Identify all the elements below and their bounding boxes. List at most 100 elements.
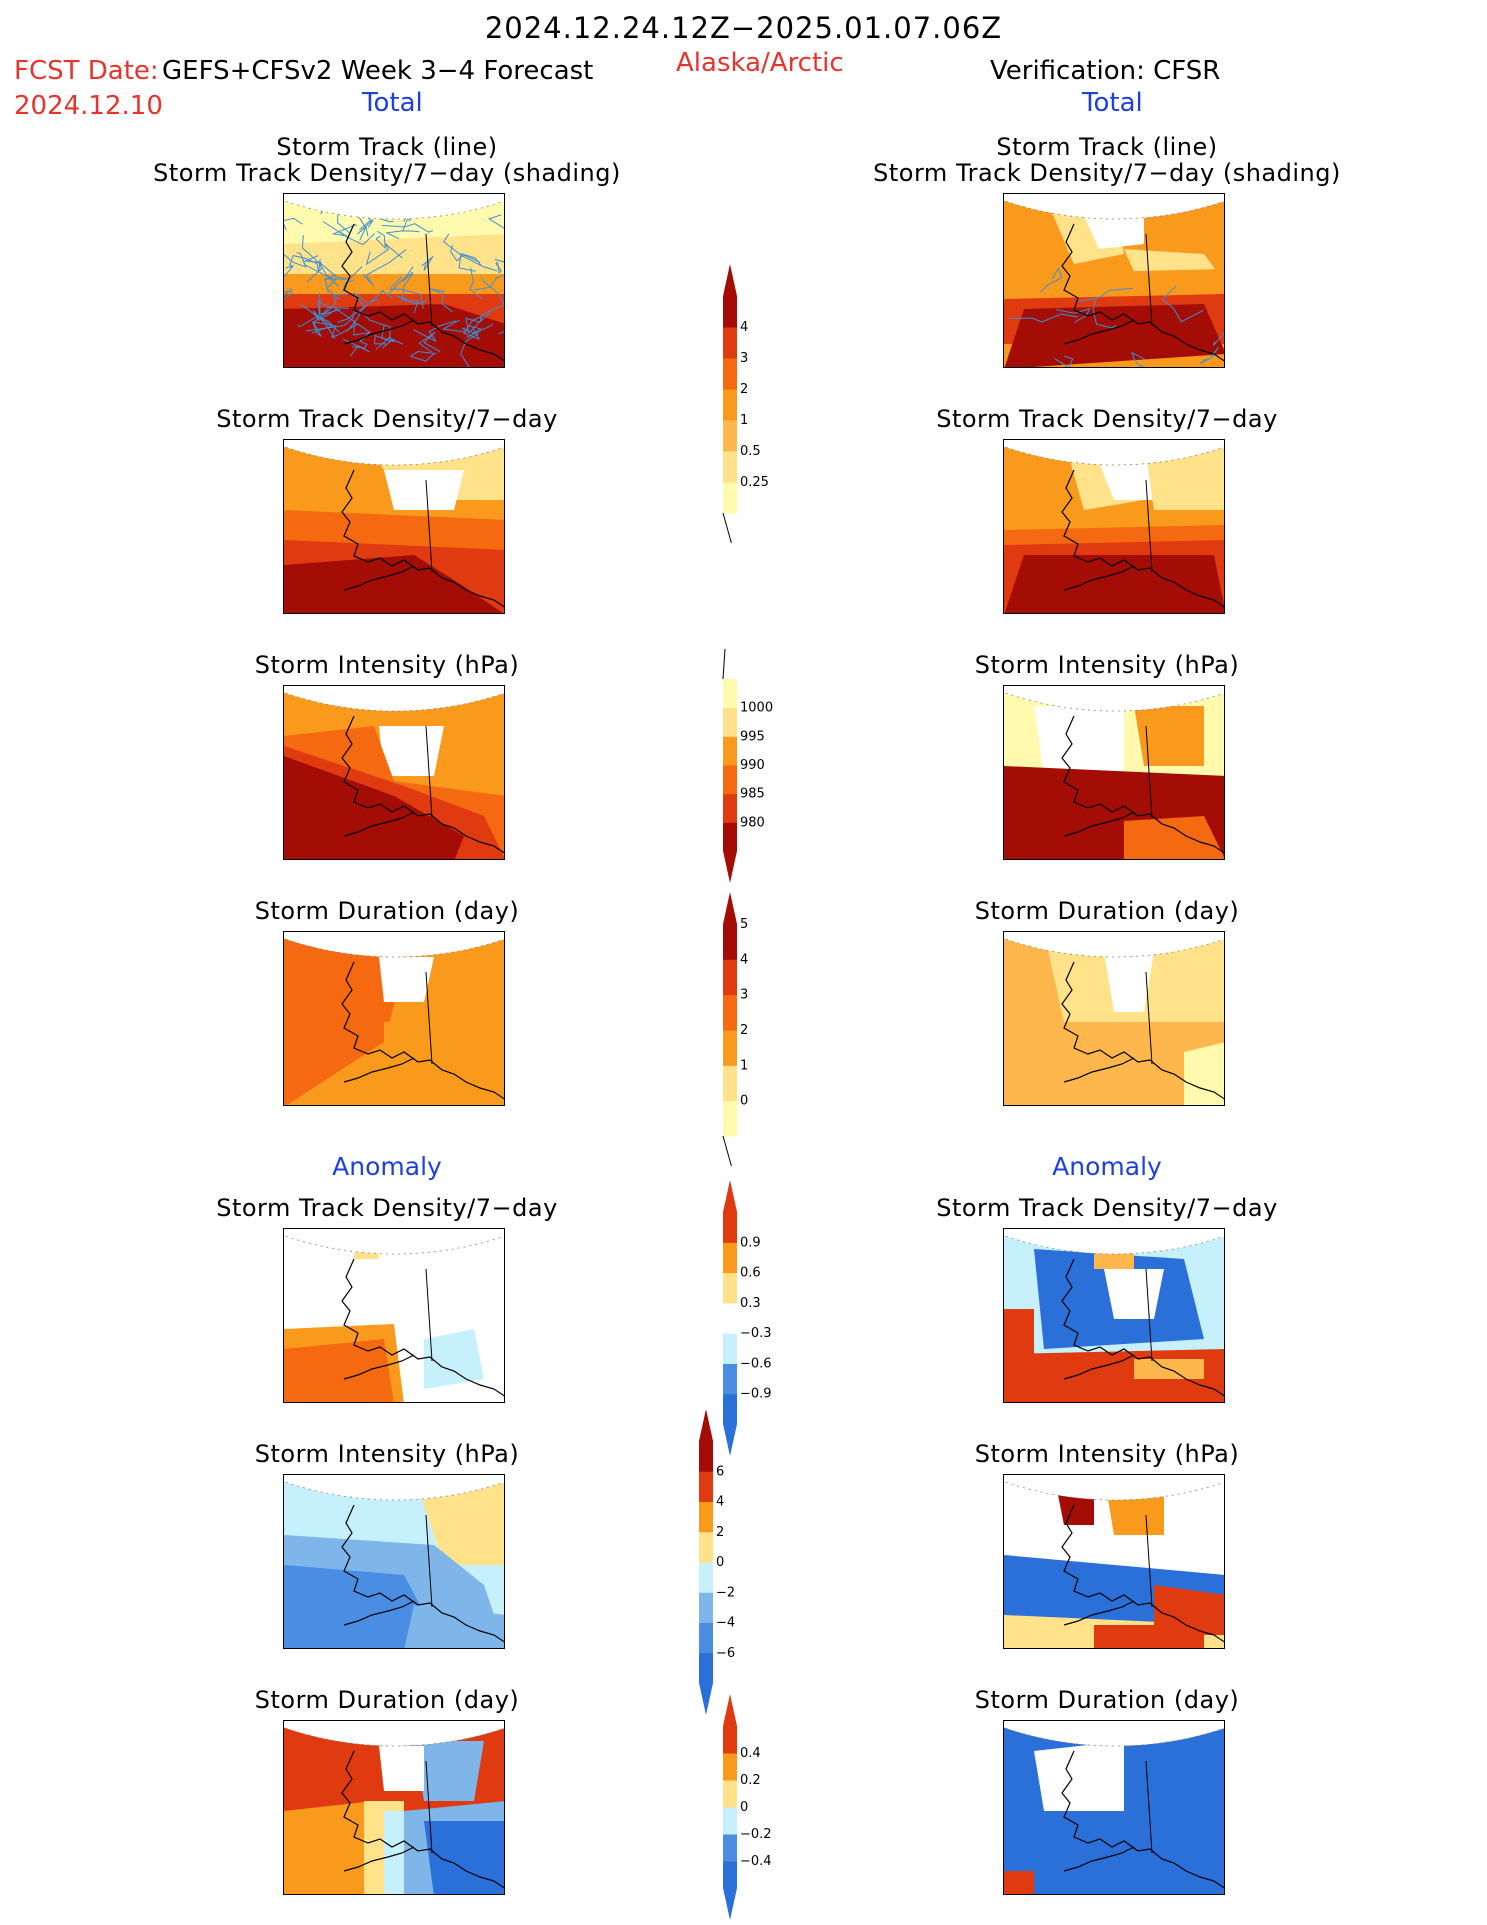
colorbar-intensity-anomaly: 6 4 2 0 −2 −4 −6 [699,1409,735,1715]
shading-band [414,1741,484,1801]
storm-track-line [356,219,374,241]
shading-band [414,1475,504,1565]
colorbar-tick-label: 3 [740,351,748,366]
colorbar-tick-label: 995 [740,729,765,744]
colorbar-segment [699,1441,713,1472]
colorbar-tick-label: 980 [740,815,765,830]
colorbar-tick-label: 0.2 [740,1773,761,1788]
colorbar-segment [699,1652,713,1684]
shading-band [284,304,504,367]
map-plot [284,1475,504,1648]
coastline [341,1504,504,1643]
colorbar-segment [699,1562,713,1593]
shading-band [354,1229,379,1259]
colorbar-cap [722,1135,732,1167]
map-fcst-track-line [283,193,505,368]
storm-track-line [388,266,414,295]
colorbar-segment [723,1302,737,1334]
shading-band [1104,1269,1164,1319]
colorbar-tick-label: 1000 [740,701,773,716]
colorbar-segment [723,451,737,483]
colorbar-cap [723,1694,737,1726]
map-obs-intensity [1003,685,1225,860]
colorbar-cap [723,892,737,924]
storm-track-line [1077,287,1134,302]
storm-track-line [1131,351,1159,367]
border-line [425,1514,433,1608]
map-shading [284,1229,504,1402]
storm-track-line [312,321,335,337]
colorbar-tick-label: −0.9 [740,1387,772,1402]
storm-track-line [465,312,491,335]
storm-track-line [375,230,387,250]
map-obs-density [1003,439,1225,614]
colorbar-segment [723,736,737,766]
storm-track-line [384,230,420,240]
shading-band [1034,1741,1124,1811]
storm-track-line [304,255,322,283]
storm-track-line [1056,307,1091,323]
shading-band [1134,706,1204,766]
shading-band [1004,1309,1034,1402]
colorbar-tick-label: 4 [740,320,748,335]
storm-track-line [337,292,368,323]
colorbar-intensity-total: 1000 995 990 985 980 [722,648,773,883]
colorbar-cap [723,1180,737,1212]
left-anomaly-label: Anomaly [332,1152,442,1181]
storm-track-line [284,265,295,293]
coastline [343,1057,415,1083]
map-shading [1004,1475,1224,1648]
colorbar-tick-label: −0.6 [740,1356,772,1371]
storm-track-line [396,295,428,305]
map-fcst-duration-anomaly [283,1720,505,1895]
border-line [425,1268,433,1362]
shading-band [379,1746,424,1791]
colorbar-tick-label: 2 [740,1023,748,1038]
product-name: GEFS+CFSv2 Week 3−4 Forecast [162,56,594,86]
colorbar-duration-total: 0 1 2 3 4 5 [722,892,748,1167]
map-fcst-density-anomaly [283,1228,505,1403]
shading-band [1094,1625,1204,1648]
storm-track-line [334,307,372,336]
coastline [343,811,415,837]
map-obs-duration-anomaly [1003,1720,1225,1895]
colorbar-segment [723,1065,737,1102]
right-total-label: Total [1082,88,1143,118]
shading-band [384,470,464,510]
colorbar-segment [723,924,737,960]
colorbar-tick-label: 4 [740,952,748,967]
border-line [1145,233,1153,327]
storm-track-line [418,331,441,353]
map-obs-intensity-anomaly [1003,1474,1225,1649]
coastline [341,1258,504,1397]
left-duration-title: Storm Duration (day) [254,897,520,925]
coastline [343,1846,415,1872]
storm-track-line [388,276,424,309]
map-shading [1004,686,1224,859]
shading-band [284,1801,374,1894]
colorbar-tick-label: −0.2 [740,1827,772,1842]
border-line [1145,971,1153,1065]
colorbar-segment [723,994,737,1031]
shading-band [1184,1042,1224,1105]
border-line [1145,1268,1153,1362]
colorbar-segment [723,1393,737,1425]
colorbar-segment [723,1212,737,1243]
right-intensity-anom-title: Storm Intensity (hPa) [974,1440,1240,1468]
colorbar-cap [723,264,737,296]
storm-track-line [365,243,403,266]
colorbar-segment [723,1807,737,1835]
colorbar-segment [699,1531,713,1563]
coastline [1061,1504,1224,1643]
colorbar-tick-label: 1 [740,1058,748,1073]
right-duration-anom-title: Storm Duration (day) [974,1686,1240,1714]
map-plot [1004,1475,1224,1648]
map-plot [284,194,504,367]
right-intensity-title: Storm Intensity (hPa) [974,651,1240,679]
storm-track-line [317,300,341,315]
storm-track-line [331,321,358,339]
colorbar-density-anomaly: 0.9 0.6 0.3 −0.3 −0.6 −0.9 [723,1180,772,1456]
shading-band [284,1339,394,1402]
colorbar-segment [723,679,737,709]
colorbar-tick-label: −6 [716,1646,735,1661]
